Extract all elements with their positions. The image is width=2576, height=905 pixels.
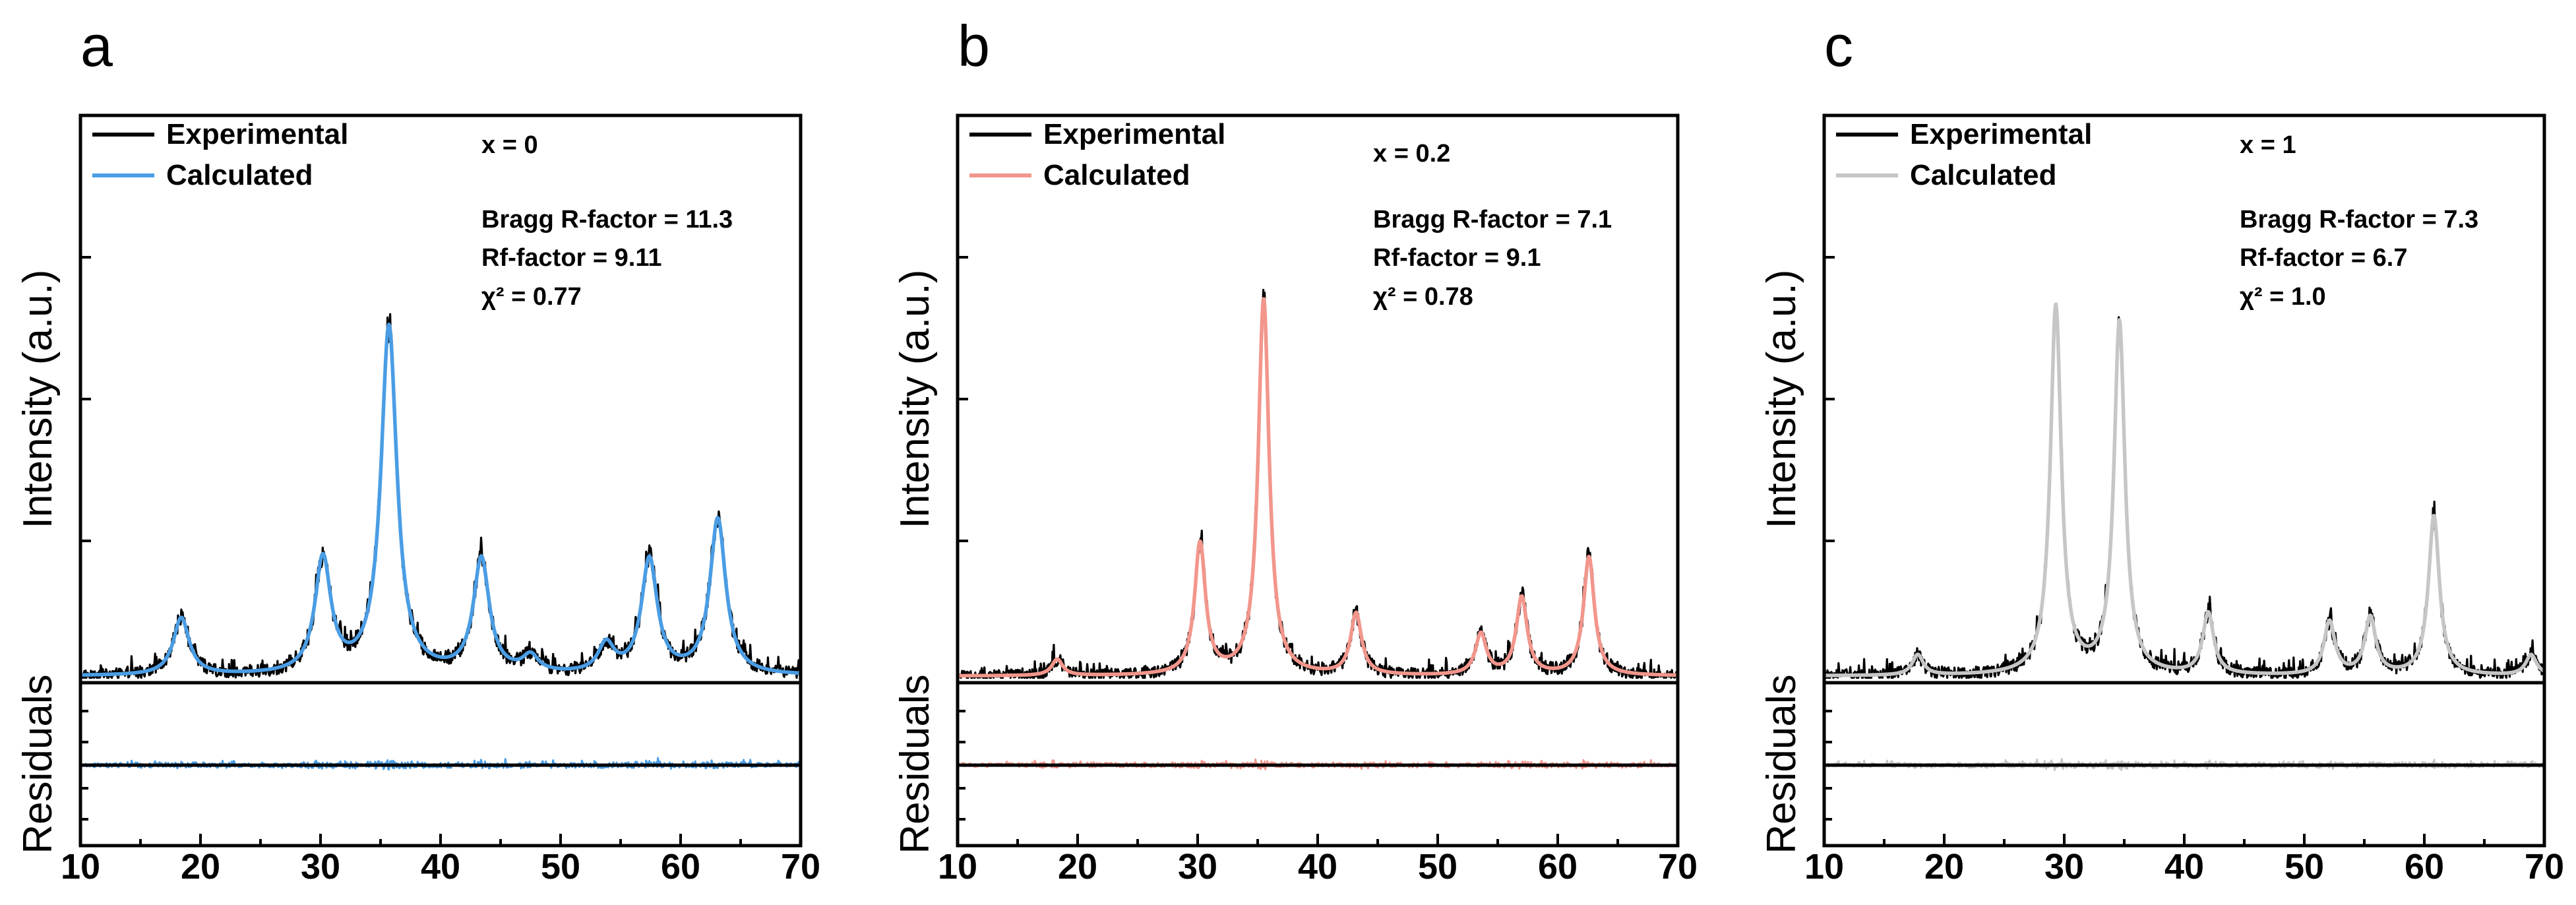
- intensity-frame: [78, 113, 803, 685]
- x-tick-label: 20: [1924, 847, 1964, 887]
- intensity-axis-label: Intensity (a.u.): [892, 270, 938, 529]
- experimental-series: [956, 288, 1679, 679]
- x-tick-label: 50: [2285, 847, 2324, 887]
- experimental-series: [79, 313, 802, 679]
- legend-label-experimental: Experimental: [1910, 118, 2092, 150]
- legend-label-experimental: Experimental: [166, 118, 348, 150]
- composition-label: x = 1: [2240, 131, 2296, 159]
- x-tick-label: 70: [1658, 847, 1698, 887]
- composition-label: x = 0: [481, 131, 538, 159]
- x-tick-label: 20: [181, 847, 220, 887]
- intensity-axis-label: Intensity (a.u.): [15, 270, 61, 529]
- calculated-series: [956, 297, 1679, 678]
- chi-squared: χ² = 1.0: [2240, 283, 2326, 311]
- x-tick-label: 60: [661, 847, 700, 887]
- rf-factor: Rf-factor = 9.11: [481, 244, 662, 272]
- residuals-axis-label: Residuals: [892, 674, 938, 854]
- composition-label: x = 0.2: [1373, 140, 1450, 168]
- x-tick-label: 40: [1298, 847, 1337, 887]
- x-tick-label: 70: [781, 847, 820, 887]
- x-tick-label: 60: [1538, 847, 1578, 887]
- intensity-frame: [956, 113, 1680, 685]
- panel-letter: b: [958, 13, 990, 78]
- chi-squared: χ² = 0.77: [481, 283, 582, 311]
- legend-label-calculated: Calculated: [166, 159, 313, 191]
- residuals-axis-label: Residuals: [1759, 674, 1804, 854]
- legend-label-experimental: Experimental: [1043, 118, 1225, 150]
- x-tick-label: 10: [1804, 847, 1844, 887]
- residuals-axis-label: Residuals: [15, 674, 61, 854]
- rf-factor: Rf-factor = 6.7: [2240, 244, 2407, 272]
- x-tick-label: 60: [2405, 847, 2444, 887]
- bragg-r-factor: Bragg R-factor = 7.3: [2240, 206, 2478, 234]
- x-tick-label: 10: [938, 847, 977, 887]
- intensity-axis-label: Intensity (a.u.): [1759, 270, 1804, 529]
- legend-label-calculated: Calculated: [1910, 159, 2057, 191]
- intensity-frame: [1822, 113, 2546, 685]
- x-tick-label: 10: [61, 847, 100, 887]
- x-tick-label: 50: [1418, 847, 1457, 887]
- calculated-series: [79, 323, 802, 677]
- x-tick-label: 40: [421, 847, 460, 887]
- x-tick-label: 30: [1178, 847, 1217, 887]
- rf-factor: Rf-factor = 9.1: [1373, 244, 1541, 272]
- bragg-r-factor: Bragg R-factor = 11.3: [481, 206, 733, 234]
- bragg-r-factor: Bragg R-factor = 7.1: [1373, 206, 1612, 234]
- x-tick-label: 20: [1058, 847, 1097, 887]
- x-tick-label: 40: [2164, 847, 2204, 887]
- legend-label-calculated: Calculated: [1043, 159, 1190, 191]
- experimental-series: [1823, 307, 2546, 679]
- calculated-series: [1823, 302, 2546, 677]
- x-tick-label: 30: [2044, 847, 2084, 887]
- x-tick-label: 50: [541, 847, 580, 887]
- x-tick-label: 70: [2525, 847, 2564, 887]
- x-tick-label: 30: [301, 847, 340, 887]
- panel-letter: a: [80, 13, 113, 78]
- panel-letter: c: [1824, 13, 1853, 78]
- chi-squared: χ² = 0.78: [1373, 283, 1473, 311]
